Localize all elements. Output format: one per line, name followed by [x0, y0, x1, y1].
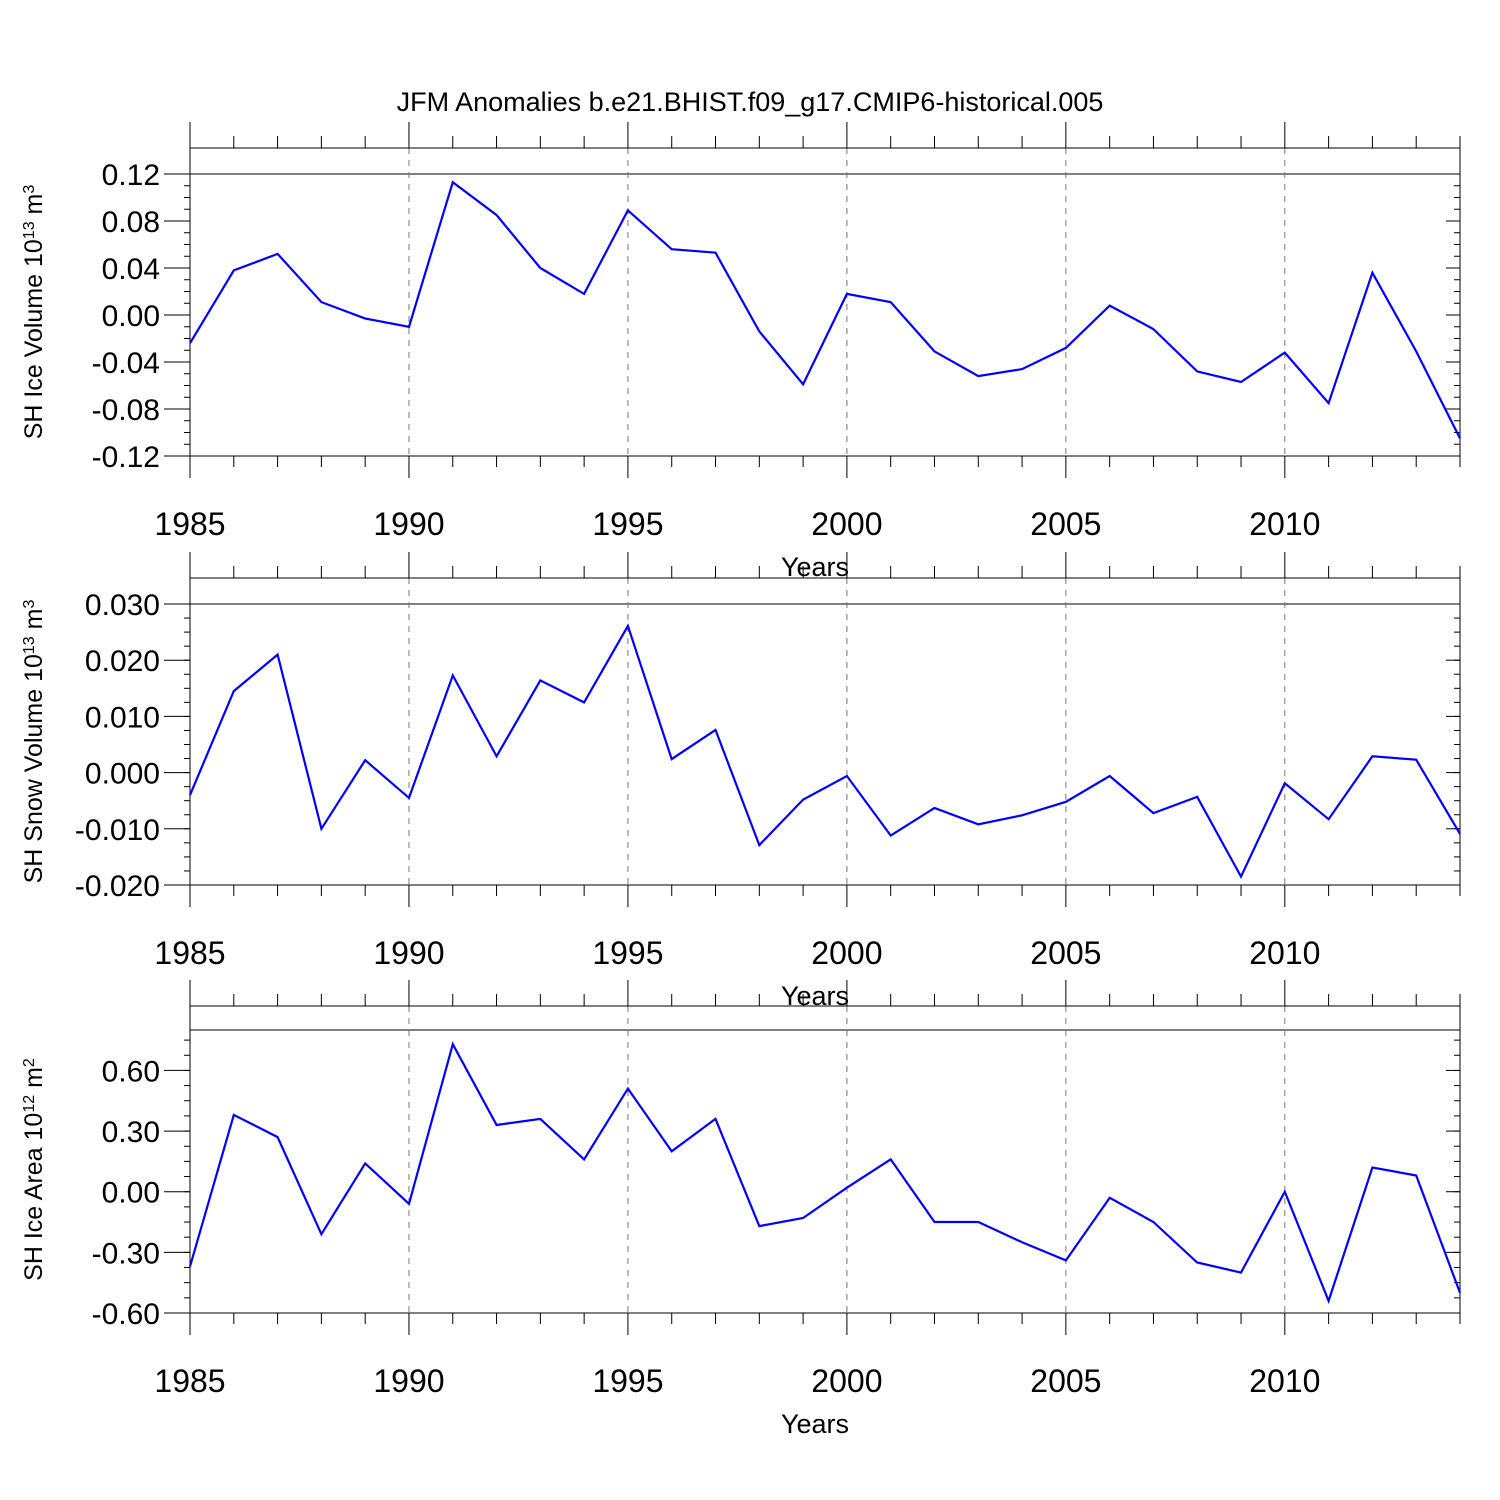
y-tick-label: -0.12: [92, 441, 160, 474]
x-tick-label: 1985: [154, 1363, 225, 1399]
x-tick-label: 2005: [1030, 1363, 1101, 1399]
series-line-ice-area: [188, 1041, 1462, 1305]
x-tick-label: 2005: [1030, 935, 1101, 971]
y-tick-label: -0.04: [92, 347, 160, 380]
x-tick-label: 2000: [811, 935, 882, 971]
x-tick-label: 1995: [592, 1363, 663, 1399]
x-tick-label: 2005: [1030, 506, 1101, 542]
y-axis-label: SH Ice Area 1012 m2: [20, 1058, 48, 1281]
x-tick-label: 1995: [592, 935, 663, 971]
y-tick-label: 0.60: [102, 1055, 160, 1088]
x-tick-label: 1985: [154, 935, 225, 971]
x-axis-label: Years: [781, 552, 849, 582]
panel-snow-volume: -0.020 -0.010 0.000 0.010 0.020 0.030 1985 199…: [20, 552, 1461, 1011]
x-tick-label: 1990: [373, 935, 444, 971]
x-tick-label: 2000: [811, 506, 882, 542]
y-tick-label: 0.04: [102, 253, 160, 286]
x-tick-label: 1985: [154, 506, 225, 542]
y-tick-label: -0.020: [75, 870, 160, 903]
figure-title: JFM Anomalies b.e21.BHIST.f09_g17.CMIP6-…: [397, 87, 1104, 117]
plot-frame: [189, 577, 1461, 886]
panel-ice-area: -0.60 -0.30 0.00 0.30 0.60 1985 1990 1995 2000 2…: [20, 980, 1462, 1439]
x-tick-label: 2010: [1249, 935, 1320, 971]
y-tick-label: -0.30: [92, 1237, 160, 1270]
y-tick-label: 0.12: [102, 159, 160, 192]
y-tick-label: 0.00: [102, 1177, 160, 1210]
y-tick-label: -0.010: [75, 814, 160, 847]
y-tick-label: 0.30: [102, 1116, 160, 1149]
y-tick-label: 0.00: [102, 300, 160, 333]
y-tick-label: 0.030: [85, 589, 160, 622]
y-tick-label: 0.08: [102, 206, 160, 239]
series-line-ice-volume: [189, 180, 1461, 439]
x-tick-label: 2010: [1249, 1363, 1320, 1399]
x-axis-label: Years: [781, 1409, 849, 1439]
y-tick-label: 0.010: [85, 701, 160, 734]
y-tick-label: -0.08: [92, 394, 160, 427]
plot-frame: [189, 1005, 1461, 1314]
y-tick-label: 0.000: [85, 758, 160, 791]
y-axis-label: SH Snow Volume 1013 m3: [20, 600, 48, 884]
y-tick-label: 0.020: [85, 645, 160, 678]
x-tick-label: 1990: [373, 506, 444, 542]
x-tick-label: 1995: [592, 506, 663, 542]
y-axis-label: SH Ice Volume 1013 m3: [20, 185, 48, 440]
panel-ice-volume: -0.12 -0.08 -0.04 0.00 0.04 0.08 0.12 1985 1990…: [20, 122, 1461, 582]
y-tick-label: -0.60: [92, 1298, 160, 1331]
x-tick-label: 2010: [1249, 506, 1320, 542]
x-tick-label: 1990: [373, 1363, 444, 1399]
plot-frame: [189, 147, 1461, 457]
series-line-snow-volume: [188, 623, 1461, 880]
x-tick-label: 2000: [811, 1363, 882, 1399]
